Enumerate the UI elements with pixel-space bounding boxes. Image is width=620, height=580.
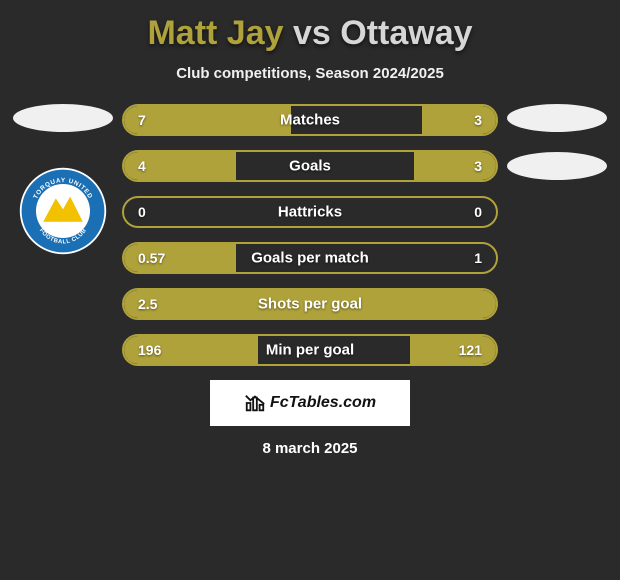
avatar-placeholder-right-2 <box>507 152 607 180</box>
brand-text: FcTables.com <box>270 394 376 412</box>
page-title: Matt Jay vs Ottaway <box>147 14 472 53</box>
stat-bar: 7 3 Matches <box>122 104 498 136</box>
bar-value-left: 4 <box>138 158 146 174</box>
bar-fill-right <box>422 106 496 134</box>
bar-value-left: 2.5 <box>138 296 157 312</box>
root: Matt Jay vs Ottaway Club competitions, S… <box>0 0 620 467</box>
title-player1: Matt Jay <box>147 14 283 52</box>
stat-bar: 2.5 Shots per goal <box>122 288 498 320</box>
title-vs: vs <box>293 14 331 52</box>
footer-date: 8 march 2025 <box>262 440 357 457</box>
bar-value-left: 0.57 <box>138 250 165 266</box>
chart-icon <box>244 392 266 414</box>
brand-box[interactable]: FcTables.com <box>210 380 410 426</box>
avatar-placeholder-left <box>13 104 113 132</box>
right-column <box>502 104 612 366</box>
bar-fill-right <box>410 336 496 364</box>
bar-value-left: 0 <box>138 204 146 220</box>
avatar-placeholder-right-1 <box>507 104 607 132</box>
bar-fill-right <box>414 152 496 180</box>
bar-label: Goals <box>289 158 331 175</box>
bar-label: Min per goal <box>266 342 354 359</box>
bar-value-right: 1 <box>474 250 482 266</box>
bar-value-right: 0 <box>474 204 482 220</box>
bar-label: Matches <box>280 112 340 129</box>
bar-value-right: 3 <box>474 112 482 128</box>
bar-value-left: 7 <box>138 112 146 128</box>
title-player2: Ottaway <box>340 14 472 52</box>
club-badge-left: TORQUAY UNITED FOOTBALL CLUB <box>18 166 108 256</box>
bar-fill-left <box>124 106 291 134</box>
bar-value-left: 196 <box>138 342 161 358</box>
stat-bar: 4 3 Goals <box>122 150 498 182</box>
bar-value-right: 3 <box>474 158 482 174</box>
bar-value-right: 121 <box>459 342 482 358</box>
bar-label: Shots per goal <box>258 296 362 313</box>
stat-bar: 0 0 Hattricks <box>122 196 498 228</box>
stat-bar: 0.57 1 Goals per match <box>122 242 498 274</box>
stats-bars: 7 3 Matches 4 3 Goals 0 0 Hattricks 0.57 1 Goals pe… <box>118 104 502 366</box>
subtitle: Club competitions, Season 2024/2025 <box>176 65 444 82</box>
left-column: TORQUAY UNITED FOOTBALL CLUB <box>8 104 118 366</box>
bar-label: Hattricks <box>278 204 342 221</box>
content-row: TORQUAY UNITED FOOTBALL CLUB 7 3 Matches 4 3… <box>0 104 620 366</box>
stat-bar: 196 121 Min per goal <box>122 334 498 366</box>
bar-label: Goals per match <box>251 250 369 267</box>
